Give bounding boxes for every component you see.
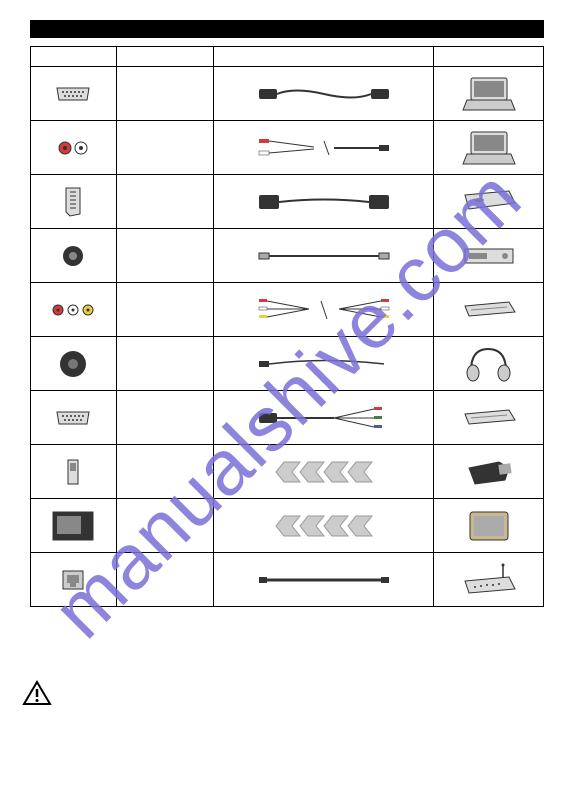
device-cell xyxy=(434,391,544,445)
rca-rwy-icon xyxy=(48,301,98,319)
vga-component-cable-icon xyxy=(254,403,394,433)
table-row xyxy=(31,445,544,499)
connector-cell xyxy=(31,391,117,445)
page-container xyxy=(0,0,574,627)
cam-module-icon xyxy=(464,508,514,544)
audio-mini-cable-icon xyxy=(254,354,394,374)
caution-icon xyxy=(22,680,52,706)
scart-cable-icon xyxy=(254,187,394,217)
ethernet-port-icon xyxy=(59,567,87,593)
rca-rw-icon xyxy=(53,138,93,158)
device-cell xyxy=(434,337,544,391)
cable-cell xyxy=(214,175,434,229)
laptop-icon xyxy=(459,74,519,114)
device-cell xyxy=(434,121,544,175)
router-icon xyxy=(459,561,519,599)
cable-cell xyxy=(214,67,434,121)
receiver-icon xyxy=(459,243,519,269)
rca-triple-cable-icon xyxy=(254,295,394,325)
cable-cell xyxy=(214,337,434,391)
chevrons-icon xyxy=(274,460,374,484)
header-cable xyxy=(214,47,434,67)
usb-stick-icon xyxy=(461,458,516,486)
jack-icon xyxy=(58,241,88,271)
vga-cable-icon xyxy=(254,79,394,109)
table-row xyxy=(31,229,544,283)
usb-port-icon xyxy=(65,457,81,487)
type-cell xyxy=(116,67,214,121)
connector-cell xyxy=(31,499,117,553)
table-row xyxy=(31,553,544,607)
rca-mini-cable-icon xyxy=(254,133,394,163)
table-row xyxy=(31,499,544,553)
title-bar xyxy=(30,20,544,38)
connector-cell xyxy=(31,229,117,283)
table-row xyxy=(31,121,544,175)
device-cell xyxy=(434,229,544,283)
table-row xyxy=(31,175,544,229)
coax-cable-icon xyxy=(254,246,394,266)
cable-cell xyxy=(214,121,434,175)
type-cell xyxy=(116,229,214,283)
connector-cell xyxy=(31,445,117,499)
type-cell xyxy=(116,121,214,175)
device-cell xyxy=(434,445,544,499)
connector-table xyxy=(30,46,544,607)
cable-cell xyxy=(214,391,434,445)
cable-cell xyxy=(214,553,434,607)
vga-port-icon xyxy=(53,84,93,104)
table-row xyxy=(31,283,544,337)
connector-cell xyxy=(31,553,117,607)
header-connector xyxy=(31,47,117,67)
device-cell xyxy=(434,283,544,337)
cable-cell xyxy=(214,283,434,337)
ethernet-cable-icon xyxy=(254,572,394,588)
type-cell xyxy=(116,499,214,553)
table-row xyxy=(31,337,544,391)
device-cell xyxy=(434,67,544,121)
device-cell xyxy=(434,499,544,553)
vga-port-icon xyxy=(53,408,93,428)
scart-port-icon xyxy=(62,186,84,218)
type-cell xyxy=(116,283,214,337)
type-cell xyxy=(116,337,214,391)
header-row xyxy=(31,47,544,67)
connector-cell xyxy=(31,337,117,391)
ci-slot-icon xyxy=(49,508,97,544)
header-device xyxy=(434,47,544,67)
connector-cell xyxy=(31,67,117,121)
cable-cell xyxy=(214,229,434,283)
type-cell xyxy=(116,175,214,229)
laptop-icon xyxy=(459,128,519,168)
dvd-slim-icon xyxy=(459,298,519,322)
type-cell xyxy=(116,445,214,499)
table-row xyxy=(31,67,544,121)
cable-cell xyxy=(214,445,434,499)
dvd-player-icon xyxy=(459,189,519,215)
connector-cell xyxy=(31,121,117,175)
cable-cell xyxy=(214,499,434,553)
connector-cell xyxy=(31,283,117,337)
device-cell xyxy=(434,175,544,229)
device-cell xyxy=(434,553,544,607)
table-row xyxy=(31,391,544,445)
dvd-player-icon xyxy=(459,406,519,430)
headphone-jack-icon xyxy=(56,347,90,381)
type-cell xyxy=(116,391,214,445)
chevrons-icon xyxy=(274,514,374,538)
type-cell xyxy=(116,553,214,607)
headphones-icon xyxy=(461,343,516,385)
connector-cell xyxy=(31,175,117,229)
header-type xyxy=(116,47,214,67)
